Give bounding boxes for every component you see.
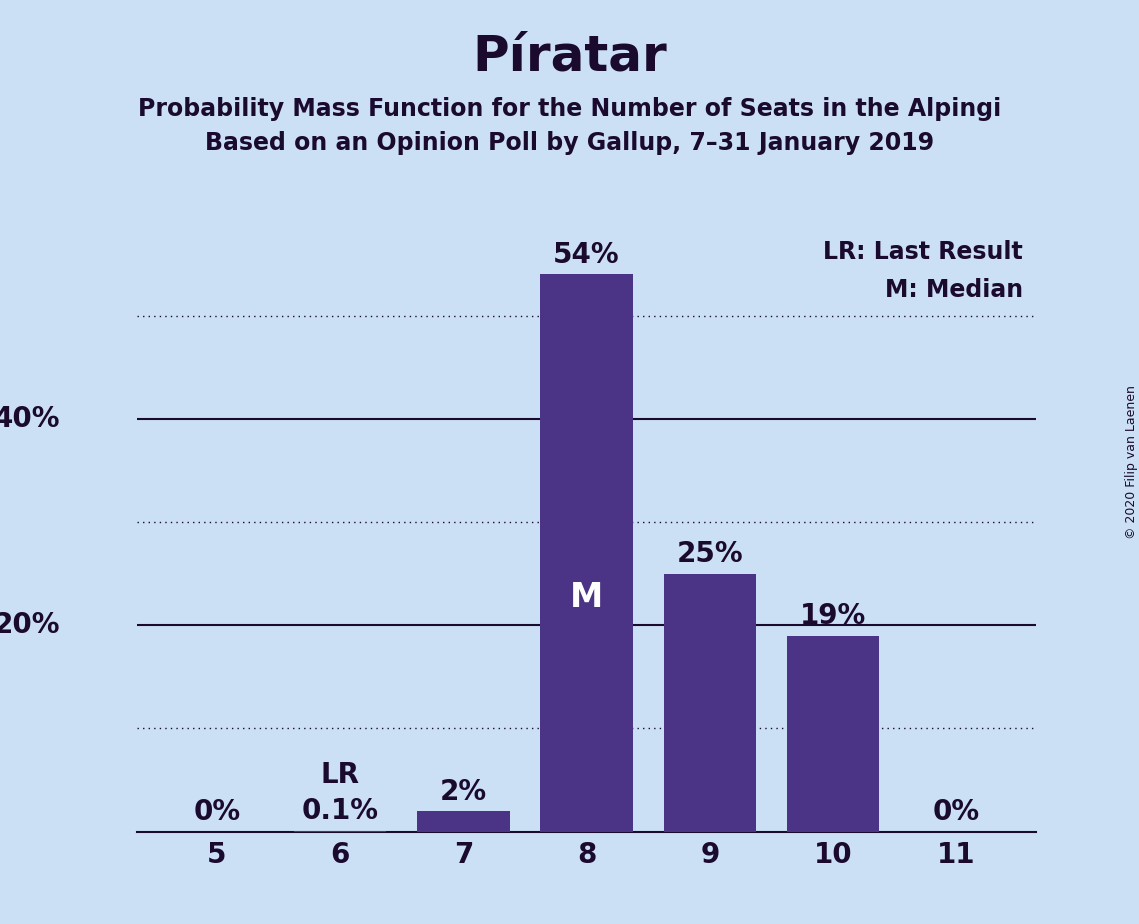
Text: 25%: 25% [677, 541, 743, 568]
Text: 2%: 2% [440, 778, 486, 806]
Bar [540, 274, 633, 832]
Text: 19%: 19% [800, 602, 867, 630]
Bar [417, 811, 509, 832]
Text: LR: Last Result: LR: Last Result [823, 240, 1023, 264]
Bar [294, 831, 386, 832]
Text: 40%: 40% [0, 405, 60, 432]
Text: © 2020 Filip van Laenen: © 2020 Filip van Laenen [1124, 385, 1138, 539]
Text: LR: LR [320, 761, 360, 789]
Text: Píratar: Píratar [473, 32, 666, 80]
Text: M: Median: M: Median [885, 277, 1023, 301]
Text: 54%: 54% [554, 241, 620, 269]
Text: M: M [570, 581, 604, 614]
Text: 20%: 20% [0, 612, 60, 639]
Text: 0%: 0% [933, 798, 980, 826]
Text: 0.1%: 0.1% [302, 797, 378, 825]
Text: Probability Mass Function for the Number of Seats in the Alpingi: Probability Mass Function for the Number… [138, 97, 1001, 121]
Bar [664, 574, 756, 832]
Bar [787, 636, 879, 832]
Text: Based on an Opinion Poll by Gallup, 7–31 January 2019: Based on an Opinion Poll by Gallup, 7–31… [205, 131, 934, 155]
Text: 0%: 0% [194, 798, 240, 826]
